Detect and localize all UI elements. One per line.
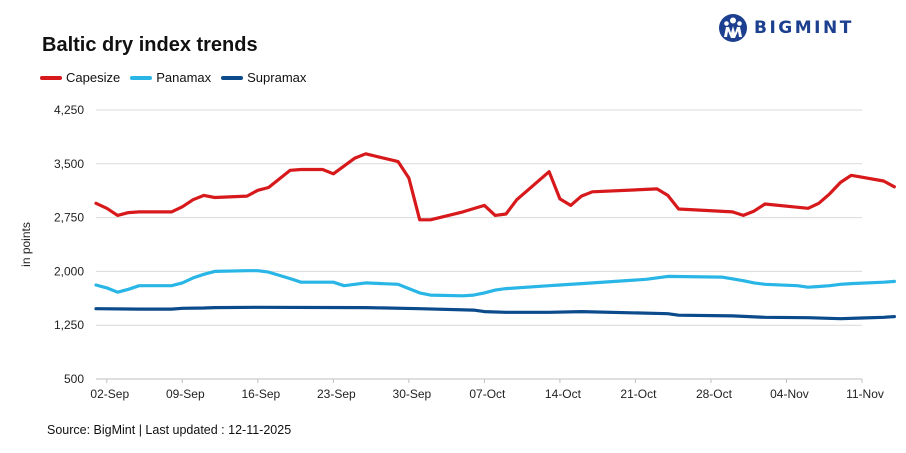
bigmint-logo-icon bbox=[719, 14, 747, 42]
y-tick-label: 500 bbox=[64, 372, 84, 386]
y-tick-label: 2,750 bbox=[54, 211, 84, 225]
series-line-panamax bbox=[94, 269, 897, 298]
y-tick-label: 4,250 bbox=[54, 103, 84, 117]
x-tick-label: 14-Oct bbox=[545, 387, 582, 401]
y-axis-title: in points bbox=[19, 222, 33, 267]
x-tick-label: 07-Oct bbox=[469, 387, 506, 401]
y-tick-label: 1,250 bbox=[54, 318, 84, 332]
axes bbox=[96, 378, 863, 383]
chart-title: Baltic dry index trends bbox=[42, 34, 258, 56]
legend-item-supramax: Supramax bbox=[221, 70, 306, 85]
x-tick-label: 23-Sep bbox=[317, 387, 356, 401]
x-tick-label: 02-Sep bbox=[90, 387, 129, 401]
legend-swatch-capesize bbox=[40, 75, 62, 80]
legend-item-capesize: Capesize bbox=[40, 70, 120, 85]
legend-swatch-panamax bbox=[130, 75, 153, 80]
legend-swatch-supramax bbox=[221, 75, 244, 80]
series-line-capesize bbox=[94, 152, 897, 222]
y-tick-label: 3,500 bbox=[54, 157, 84, 171]
y-tick-label: 2,000 bbox=[54, 264, 84, 278]
x-tick-label: 21-Oct bbox=[620, 387, 657, 401]
legend-label-panamax: Panamax bbox=[156, 70, 212, 85]
legend-label-capesize: Capesize bbox=[66, 70, 121, 85]
bigmint-logo: BIGMINT bbox=[718, 13, 854, 43]
chart-legend: Capesize Panamax Supramax bbox=[40, 70, 316, 85]
x-tick-label: 30-Sep bbox=[393, 387, 432, 401]
series-line-supramax bbox=[94, 305, 897, 321]
x-tick-label: 04-Nov bbox=[770, 387, 809, 401]
x-tick-label: 09-Sep bbox=[166, 387, 205, 401]
tick-labels: 500 1,250 2,000 2,750 3,500 4,250 02-Sep 09-Sep… bbox=[19, 103, 884, 401]
series-lines bbox=[94, 152, 897, 321]
source-note: Source: BigMint | Last updated : 12-11-2… bbox=[47, 423, 292, 437]
x-tick-label: 16-Sep bbox=[241, 387, 280, 401]
legend-item-panamax: Panamax bbox=[130, 70, 211, 85]
x-tick-label: 11-Nov bbox=[846, 387, 884, 401]
x-tick-label: 28-Oct bbox=[696, 387, 733, 401]
legend-label-supramax: Supramax bbox=[247, 70, 307, 85]
brand-name: BIGMINT bbox=[754, 18, 854, 38]
